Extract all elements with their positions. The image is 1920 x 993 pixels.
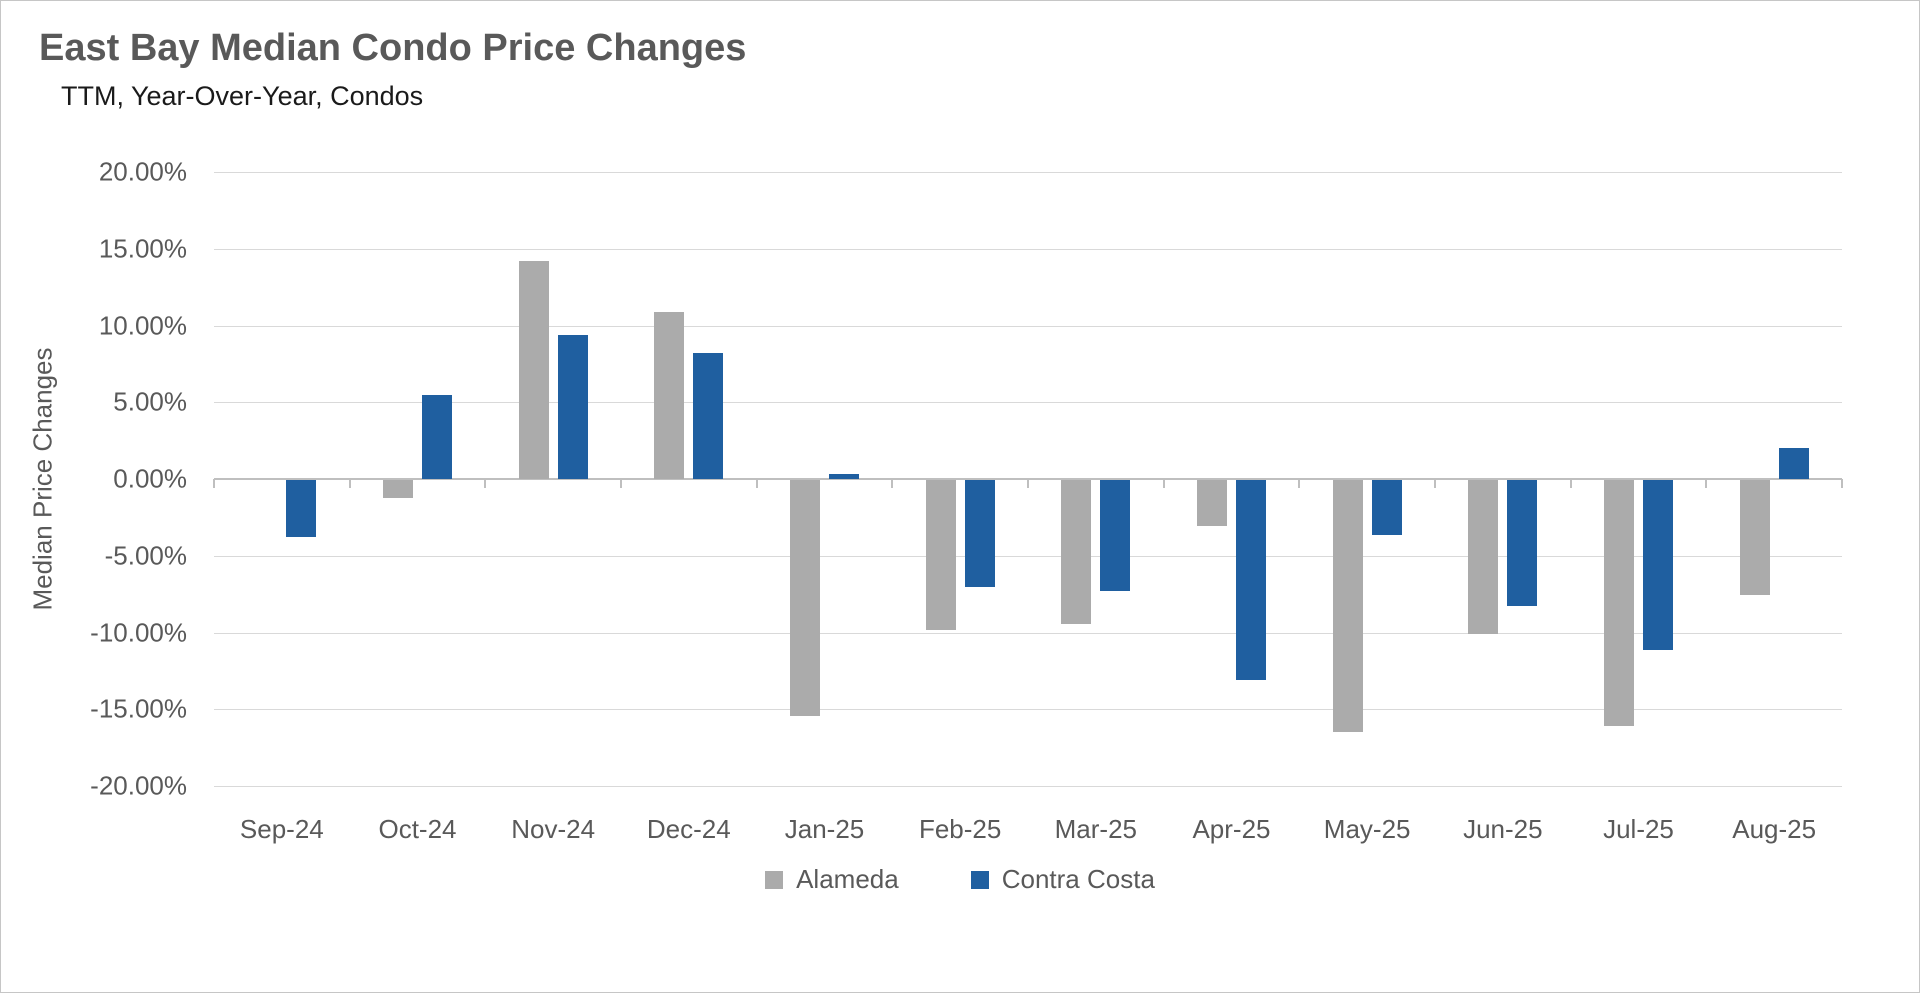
y-tick-label: 15.00% [98,233,187,264]
bar-contra-costa-dec-24 [693,353,724,479]
gridline [214,248,1842,250]
x-tick-label: Nov-24 [511,814,596,844]
axis-tick [620,479,622,488]
axis-tick [891,479,894,488]
bar-alameda-aug-25 [1739,480,1770,596]
bar-contra-costa-nov-24 [557,334,588,479]
y-tick-label: -15.00% [90,693,187,724]
gridline [214,402,1842,404]
bar-alameda-nov-24 [518,261,549,479]
bar-contra-costa-mar-25 [1100,480,1131,591]
x-tick-label: Jan-25 [784,814,865,844]
bar-contra-costa-jun-25 [1507,480,1538,606]
x-tick-label: May-25 [1323,814,1411,844]
gridline [214,709,1842,711]
bar-contra-costa-apr-25 [1236,480,1266,680]
legend-label-alameda: Alameda [796,864,899,894]
y-tick-label: 0.00% [113,463,187,494]
axis-tick [1298,479,1301,488]
bar-alameda-jan-25 [790,480,820,717]
bar-alameda-dec-24 [654,311,685,479]
y-tick-label: -5.00% [104,540,187,571]
bar-contra-costa-jul-25 [1643,480,1673,651]
axis-tick [1027,479,1029,488]
x-tick-label: Jun-25 [1463,814,1543,844]
axis-tick [1841,479,1843,488]
x-tick-label: Apr-25 [1192,814,1271,844]
bar-alameda-jul-25 [1604,480,1634,726]
bar-contra-costa-feb-25 [964,480,995,588]
bar-alameda-may-25 [1332,480,1363,732]
x-tick-label: Dec-24 [646,814,731,844]
bar-contra-costa-oct-24 [422,394,452,479]
gridline [214,555,1842,557]
y-tick-label: -10.00% [90,617,187,647]
y-tick-label: 20.00% [98,156,187,187]
legend: Alameda Contra Costa [1,864,1919,895]
bar-alameda-mar-25 [1061,480,1092,625]
chart-subtitle: TTM, Year-Over-Year, Condos [61,81,424,111]
alameda-swatch-icon [765,870,784,889]
x-tick-label: Feb-25 [918,814,1002,844]
x-tick-label: Jul-25 [1603,814,1674,844]
gridline [214,325,1842,327]
bar-contra-costa-aug-25 [1778,448,1809,479]
bar-alameda-oct-24 [383,480,413,499]
y-tick-label: 10.00% [98,310,187,340]
y-tick-label: -20.00% [90,770,187,801]
bar-contra-costa-may-25 [1371,480,1402,536]
bar-contra-costa-jan-25 [829,474,859,479]
bar-contra-costa-sep-24 [286,480,317,537]
x-tick-label: Sep-24 [239,814,324,844]
axis-tick [755,479,758,488]
axis-tick [348,479,351,488]
legend-label-contra-costa: Contra Costa [1001,864,1155,894]
gridline [214,786,1842,787]
bar-alameda-jun-25 [1468,480,1499,634]
contra-costa-swatch-icon [970,870,989,889]
gridline [214,632,1842,634]
bar-alameda-apr-25 [1197,480,1227,527]
axis-tick [1162,479,1165,488]
chart-title: East Bay Median Condo Price Changes [39,27,747,69]
gridline [214,172,1842,173]
legend-item-alameda: Alameda [765,864,899,895]
bar-alameda-feb-25 [925,480,956,631]
axis-tick [1434,479,1436,488]
x-tick-label: Oct-24 [378,814,457,844]
x-tick-label: Aug-25 [1732,814,1817,844]
axis-tick [1705,479,1708,488]
y-tick-label: 5.00% [113,386,187,417]
legend-item-contra-costa: Contra Costa [970,864,1155,895]
axis-tick [213,479,215,488]
axis-tick [1569,479,1572,488]
axis-tick [484,479,487,488]
x-tick-label: Mar-25 [1054,814,1137,844]
